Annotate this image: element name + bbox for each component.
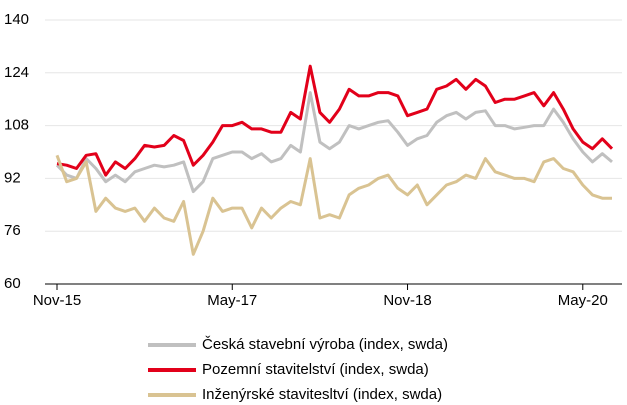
series-line xyxy=(55,91,613,194)
y-tick-label: 108 xyxy=(4,117,29,134)
x-tick-label: May-17 xyxy=(207,292,257,309)
series-line xyxy=(55,154,612,256)
x-tick-label: Nov-18 xyxy=(383,292,431,309)
y-tick-label: 140 xyxy=(4,11,29,28)
y-tick-label: 92 xyxy=(4,169,21,186)
series-line xyxy=(56,64,614,177)
y-tick-label: 76 xyxy=(4,222,21,239)
legend-label: Česká stavební výroba (index, swda) xyxy=(202,336,448,353)
x-tick-label: Nov-15 xyxy=(33,292,81,309)
x-tick-label: May-20 xyxy=(558,292,608,309)
y-tick-label: 124 xyxy=(4,64,29,81)
y-tick-label: 60 xyxy=(4,275,21,292)
legend-label: Pozemní stavitelství (index, swda) xyxy=(202,361,429,378)
legend-label: Inženýrské stavitesltví (index, swda) xyxy=(202,386,442,403)
